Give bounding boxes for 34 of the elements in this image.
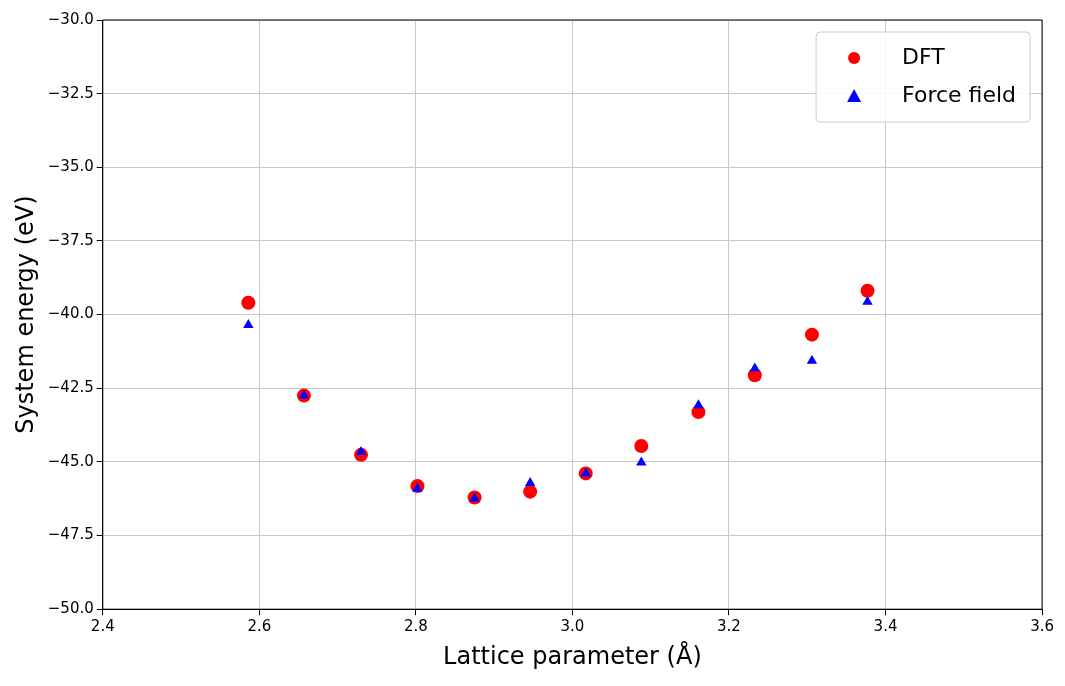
point [580, 467, 591, 477]
point [634, 438, 649, 453]
point [243, 318, 254, 328]
y-tick-label: −42.5 [47, 378, 94, 397]
point [298, 389, 310, 399]
y-tick-label: −37.5 [47, 230, 94, 249]
x-tick-label: 3.0 [560, 617, 585, 636]
legend-label: DFT [902, 43, 946, 69]
legend-label: Force field [902, 81, 1017, 107]
point [355, 445, 367, 455]
y-tick-label: −47.5 [47, 525, 94, 544]
x-tick-label: 3.6 [1030, 617, 1054, 636]
y-tick-label: −30.0 [47, 9, 94, 28]
point [524, 477, 536, 487]
x-tick-label: 3.4 [873, 617, 898, 636]
point [523, 484, 538, 499]
x-tick-label: 2.4 [90, 617, 115, 636]
y-tick-label: −32.5 [47, 83, 94, 102]
x-axis-title: Lattice parameter (Å) [443, 640, 702, 670]
y-tick-label: −50.0 [47, 599, 94, 618]
point [862, 295, 873, 305]
point [693, 399, 704, 409]
x-tick-label: 3.2 [717, 617, 741, 636]
point [749, 362, 760, 372]
y-tick-label: −35.0 [47, 157, 94, 176]
y-tick-label: −40.0 [47, 304, 94, 323]
x-tick-label: 2.6 [247, 617, 272, 636]
point [804, 327, 819, 342]
y-axis-title: System energy (eV) [10, 195, 39, 434]
point [860, 283, 875, 298]
point [241, 295, 256, 310]
point [806, 354, 818, 364]
x-tick-label: 2.8 [403, 617, 428, 636]
y-tick-label: −45.0 [47, 451, 94, 470]
